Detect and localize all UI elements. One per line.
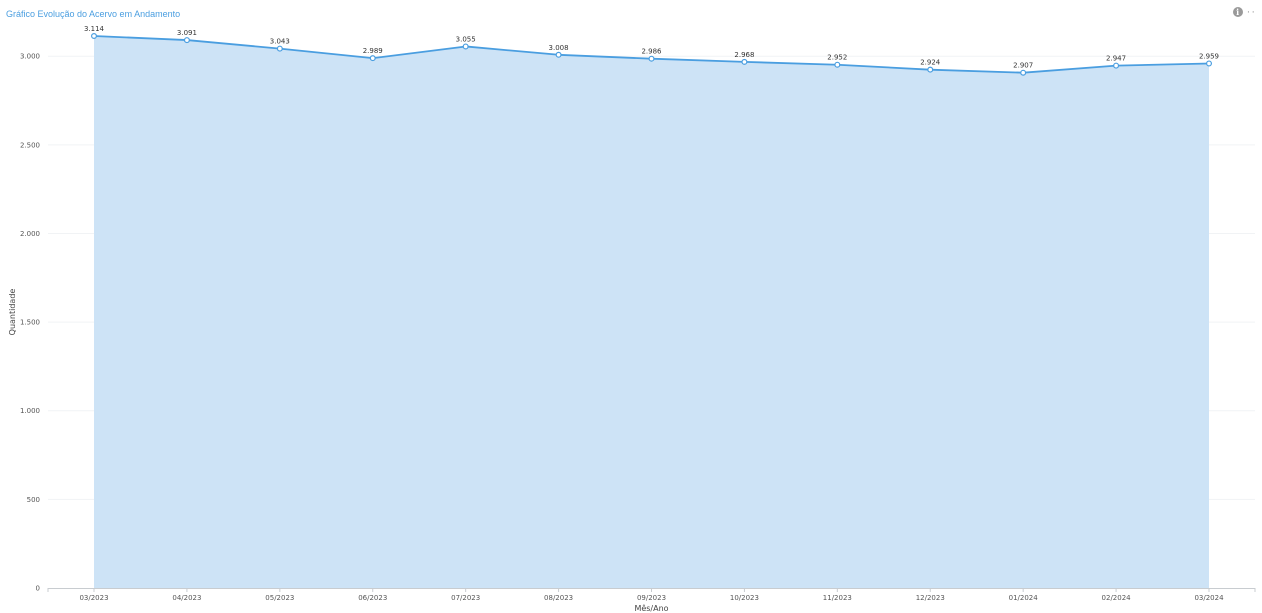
x-tick-label: 12/2023 [916,594,945,602]
data-point [183,37,190,44]
y-tick-label: 2.000 [20,230,40,238]
x-tick-label: 03/2024 [1194,594,1224,602]
data-label: 2.989 [363,47,383,55]
data-point [1205,60,1212,67]
data-label: 2.986 [641,48,662,56]
x-tick-label: 05/2023 [265,594,294,602]
more-options-icon[interactable]: ·· [1246,6,1256,18]
axes: 0 500 1.000 1.500 2.000 2.500 3.000 03/2023 04/2… [8,53,1256,613]
data-point [462,43,469,50]
data-label: 3.043 [270,38,290,46]
x-tick-label: 07/2023 [451,594,480,602]
y-tick-label: 1.500 [20,319,40,327]
y-tick-label: 1.000 [20,407,40,415]
chart-toolbar: i ·· [1232,6,1256,18]
data-point [276,45,283,52]
area-layer [93,35,1210,588]
y-tick-label: 3.000 [20,53,40,61]
area-fill [94,36,1209,588]
y-tick-label: 500 [27,496,40,504]
info-icon[interactable]: i [1232,7,1243,17]
data-markers [90,32,1212,76]
data-label: 2.952 [827,54,847,62]
data-labels: 3.114 3.091 3.043 2.989 3.055 3.008 2.986 2.968… [84,25,1219,70]
y-tick-label: 2.500 [20,141,40,149]
data-point [834,61,841,68]
data-label: 2.959 [1199,52,1219,60]
x-tick-label: 04/2023 [172,594,201,602]
chart-title: Gráfico Evolução do Acervo em Andamento [6,9,181,19]
data-label: 3.091 [177,29,197,37]
x-tick-label: 08/2023 [544,594,573,602]
y-axis-title: Quantidade [8,289,17,336]
x-axis-title: Mês/Ano [634,603,668,613]
data-label: 3.055 [456,35,476,43]
x-tick-label: 09/2023 [637,594,666,602]
data-point [741,58,748,65]
data-label: 2.907 [1013,62,1033,70]
x-tick-label: 01/2024 [1009,594,1039,602]
data-label: 2.924 [920,59,941,67]
x-tick-label: 11/2023 [823,594,852,602]
x-tick-label: 10/2023 [730,594,759,602]
data-point [648,55,655,62]
data-point [1113,62,1120,69]
data-label: 3.114 [84,25,105,33]
data-point [369,55,376,62]
x-tick-label: 06/2023 [358,594,387,602]
x-tick-label: 03/2023 [79,594,108,602]
data-label: 2.947 [1106,55,1126,63]
data-point [927,66,934,73]
data-point [555,51,562,58]
data-point [1020,69,1027,76]
data-label: 3.008 [549,44,569,52]
data-label: 2.968 [734,51,754,59]
x-tick-label: 02/2024 [1102,594,1132,602]
data-point [90,32,97,39]
y-tick-label: 0 [36,585,40,593]
